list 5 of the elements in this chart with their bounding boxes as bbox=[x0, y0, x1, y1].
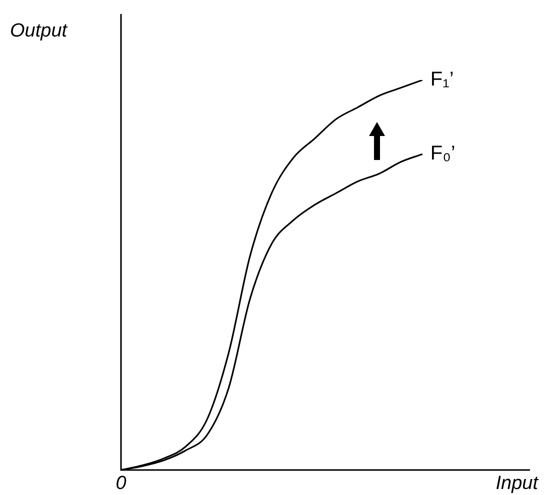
text: 0 bbox=[116, 472, 127, 494]
x-axis-title: Input bbox=[496, 472, 539, 494]
y-axis-title: Output bbox=[10, 20, 68, 42]
legend-label: F₀’ bbox=[430, 142, 456, 165]
series-label: F₁’ bbox=[430, 68, 454, 91]
